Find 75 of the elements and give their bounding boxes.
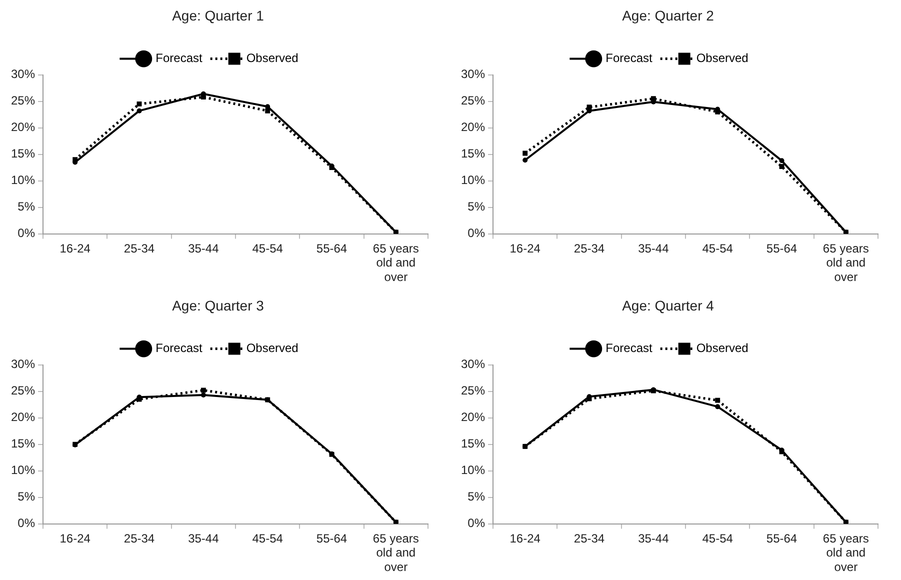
x-tick-label: 35-44 [638, 241, 670, 256]
y-tick-label: 30% [460, 357, 486, 372]
x-tick-label: 35-44 [188, 531, 220, 546]
y-tick-label: 5% [18, 200, 36, 214]
y-tick-label: 10% [460, 463, 486, 478]
y-tick-label: 5% [468, 200, 486, 214]
x-tick-label: 45-54 [702, 241, 734, 256]
y-tick-label: 20% [10, 410, 36, 424]
x-tick-label: 25-34 [124, 241, 155, 256]
y-tick-label: 15% [10, 436, 36, 451]
point [715, 404, 720, 410]
x-tick-label: 45-54 [252, 531, 284, 546]
x-tick-label: 16-24 [510, 531, 541, 546]
x-tick-label: 65 years old and over [372, 241, 419, 284]
y-tick-label: 5% [468, 490, 486, 504]
x-tick-label: 25-34 [574, 531, 605, 546]
legend-label: Forecast [606, 341, 653, 356]
x-tick-label: 55-64 [316, 531, 348, 546]
y-tick-label: 15% [460, 436, 486, 451]
legend-label: Observed [696, 51, 748, 66]
legend-label: Observed [246, 51, 298, 66]
x-tick-label: 55-64 [766, 531, 798, 546]
legend-label: Forecast [156, 51, 203, 66]
y-tick-label: 25% [10, 94, 36, 108]
x-tick-label: 25-34 [574, 241, 605, 256]
x-tick-label: 65 years old and over [372, 531, 419, 574]
y-tick-label: 30% [10, 67, 36, 82]
y-tick-label: 5% [18, 490, 36, 504]
y-tick-label: 10% [10, 173, 36, 188]
point [200, 392, 206, 398]
point [136, 101, 142, 106]
x-tick-label: 35-44 [638, 531, 670, 546]
chart-title: Age: Quarter 3 [172, 297, 264, 314]
y-tick-label: 10% [460, 173, 486, 188]
legend-label: Forecast [606, 51, 653, 66]
point [715, 398, 720, 403]
legend-label: Forecast [156, 341, 203, 356]
x-tick-label: 25-34 [124, 531, 155, 546]
x-tick-label: 45-54 [702, 531, 734, 546]
y-tick-label: 20% [10, 120, 36, 134]
chart-title: Age: Quarter 2 [622, 7, 714, 24]
chart-title: Age: Quarter 4 [622, 297, 714, 314]
y-tick-label: 30% [10, 357, 36, 372]
y-tick-label: 25% [460, 94, 486, 108]
y-tick-label: 0% [468, 516, 486, 530]
y-tick-label: 10% [10, 463, 36, 478]
point [200, 388, 206, 393]
x-tick-label: 55-64 [316, 241, 348, 256]
y-tick-label: 20% [460, 410, 486, 424]
point [265, 108, 270, 114]
y-tick-label: 25% [10, 384, 36, 398]
y-tick-label: 15% [460, 146, 486, 161]
x-tick-label: 65 years old and over [822, 241, 869, 284]
x-tick-label: 35-44 [188, 241, 220, 256]
point [522, 150, 528, 156]
legend-label: Observed [696, 341, 748, 356]
point [136, 108, 142, 114]
y-tick-label: 0% [18, 226, 36, 240]
x-tick-label: 16-24 [510, 241, 541, 256]
legend-label: Observed [246, 341, 298, 356]
x-tick-label: 65 years old and over [822, 531, 869, 574]
x-tick-label: 16-24 [60, 241, 91, 256]
y-tick-label: 25% [460, 384, 486, 398]
y-tick-label: 0% [468, 226, 486, 240]
x-tick-label: 45-54 [252, 241, 284, 256]
y-tick-label: 15% [10, 146, 36, 161]
point [779, 164, 784, 169]
y-tick-label: 30% [460, 67, 486, 82]
x-tick-label: 16-24 [60, 531, 91, 546]
point [779, 158, 784, 164]
chart-title: Age: Quarter 1 [172, 7, 264, 24]
y-tick-label: 20% [460, 120, 486, 134]
point [522, 158, 528, 163]
x-tick-label: 55-64 [766, 241, 798, 256]
y-tick-label: 0% [18, 516, 36, 530]
